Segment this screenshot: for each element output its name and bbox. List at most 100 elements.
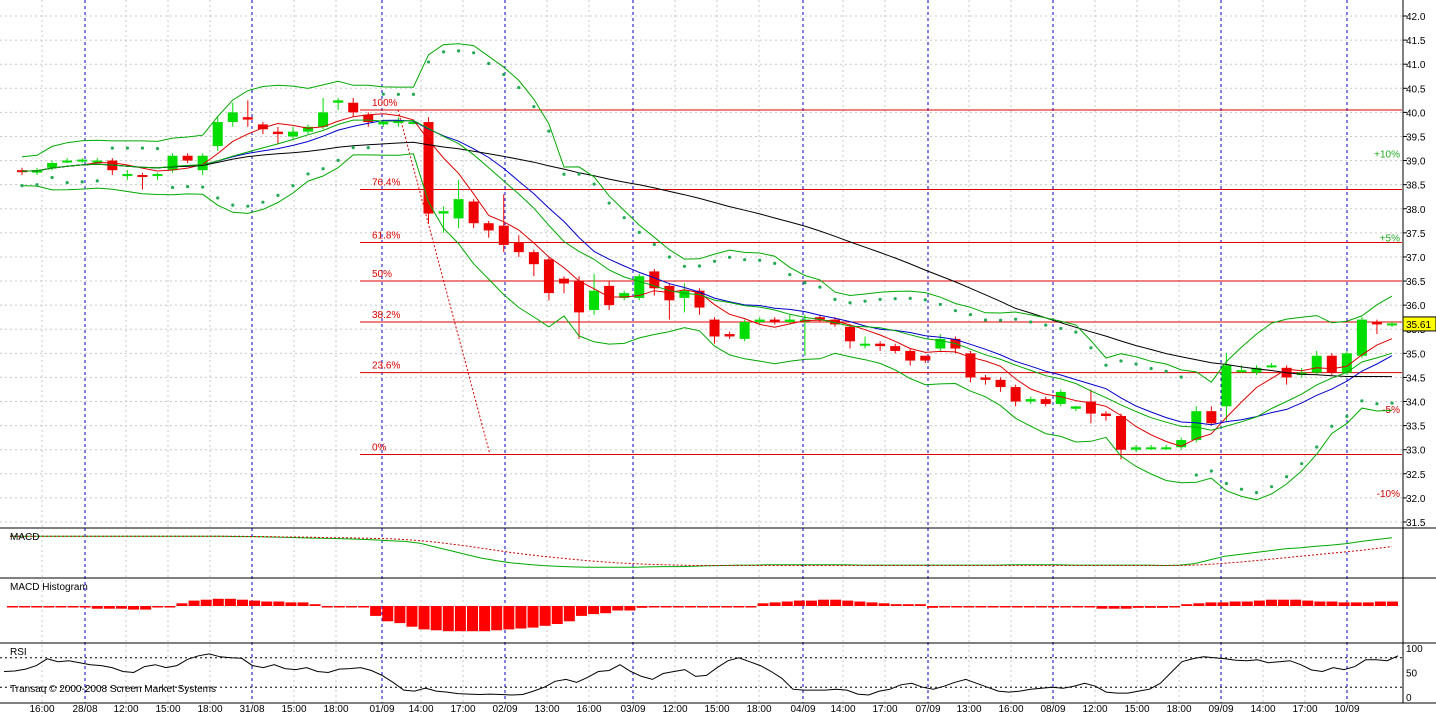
bearish-candle (182, 155, 193, 161)
histogram-bar (19, 606, 31, 608)
histogram-bar (939, 606, 951, 608)
time-tick-label: 09/09 (1208, 704, 1233, 715)
price-tick-label: 37.5 (1406, 229, 1426, 240)
bullish-candle (1221, 365, 1232, 407)
parabolic-sar-dot (562, 172, 566, 176)
time-tick-label: 12:00 (113, 704, 138, 715)
price-tick-label: 41.0 (1406, 60, 1426, 71)
parabolic-sar-dot (125, 146, 129, 150)
histogram-bar (927, 606, 938, 608)
bearish-candle (242, 117, 253, 120)
bearish-candle (965, 353, 976, 378)
parabolic-sar-dot (1390, 401, 1394, 405)
parabolic-sar-dot (517, 86, 521, 90)
histogram-bar (1096, 606, 1108, 609)
histogram-bar (1120, 606, 1132, 609)
histogram-bar (91, 606, 103, 609)
time-tick-label: 31/08 (239, 704, 264, 715)
price-tick-label: 33.5 (1406, 422, 1426, 433)
histogram-bar (793, 600, 805, 606)
parabolic-sar-dot (1330, 424, 1334, 428)
bullish-candle (1161, 447, 1172, 450)
parabolic-sar-dot (773, 261, 777, 266)
bearish-candle (980, 377, 991, 380)
parabolic-sar-dot (1285, 475, 1289, 479)
price-tick-label: 36.5 (1406, 277, 1426, 288)
bearish-candle (137, 175, 148, 178)
bearish-candle (995, 379, 1006, 388)
histogram-bar (1048, 606, 1060, 608)
parabolic-sar-dot (1209, 469, 1213, 473)
histogram-bar (987, 606, 999, 608)
parabolic-sar-dot (923, 298, 927, 302)
parabolic-sar-dot (1360, 399, 1364, 403)
time-tick-label: 17:00 (1292, 704, 1317, 715)
parabolic-sar-dot (276, 193, 280, 197)
parabolic-sar-dot (998, 318, 1003, 322)
bullish-candle (92, 160, 103, 163)
parabolic-sar-dot (592, 182, 596, 186)
histogram-bar (1144, 606, 1156, 608)
parabolic-sar-dot (652, 242, 656, 247)
bearish-candle (1040, 399, 1051, 404)
parabolic-sar-dot (833, 297, 837, 301)
fibonacci-trend-line (397, 109, 491, 455)
bearish-candle (1206, 411, 1217, 424)
histogram-bar (951, 606, 963, 608)
histogram-bar (660, 606, 672, 608)
histogram-bar (878, 603, 890, 606)
parabolic-sar-dot (155, 147, 160, 151)
bullish-candle (739, 322, 750, 339)
time-tick-label: 02/09 (492, 704, 517, 715)
histogram-bar (1326, 601, 1338, 606)
bearish-candle (1100, 413, 1111, 416)
parabolic-sar-dot (1194, 473, 1198, 477)
parabolic-sar-dot (788, 273, 792, 277)
rsi-panel-title: RSI (10, 647, 27, 658)
parabolic-sar-dot (321, 167, 325, 171)
bearish-candle (272, 131, 283, 135)
bullish-candle (122, 174, 133, 177)
histogram-bar (224, 598, 236, 606)
histogram-bar (818, 599, 830, 606)
bearish-candle (890, 346, 901, 351)
parabolic-sar-dot (426, 60, 431, 64)
parabolic-sar-dot (351, 146, 355, 150)
histogram-bar (1132, 606, 1144, 608)
histogram-bar (648, 606, 660, 608)
histogram-bar (479, 606, 491, 632)
price-tick-label: 36.0 (1406, 301, 1426, 312)
price-tick-label: 41.5 (1406, 36, 1426, 47)
histogram-bar (103, 606, 115, 609)
fibonacci-level-label: 23.6% (372, 361, 400, 372)
parabolic-sar-dot (472, 51, 476, 55)
parabolic-sar-dot (637, 230, 641, 234)
histogram-bar (115, 606, 127, 609)
time-tick-label: 17:00 (450, 704, 475, 715)
histogram-bar (721, 606, 733, 608)
bearish-candle (920, 355, 931, 361)
bullish-candle (303, 126, 314, 132)
parabolic-sar-dot (983, 318, 988, 322)
histogram-bar (1108, 606, 1120, 609)
histogram-bar (406, 606, 418, 627)
copyright-text: Transaq © 2000-2008 Screen Market System… (10, 684, 216, 695)
histogram-bar (1205, 602, 1217, 606)
histogram-bar (43, 606, 55, 608)
rsi-tick-label: 0 (1406, 693, 1412, 704)
bullish-candle (1070, 406, 1081, 409)
histogram-bar (67, 606, 79, 608)
bearish-candle (1116, 415, 1127, 450)
histogram-bar (624, 606, 636, 611)
bearish-candle (17, 170, 27, 173)
time-tick-label: 14:00 (408, 704, 433, 715)
bearish-candle (649, 271, 660, 289)
histogram-bar (757, 603, 769, 606)
histogram-bar (200, 599, 212, 606)
parabolic-sar-dot (231, 203, 235, 207)
parabolic-sar-dot (697, 264, 702, 268)
bullish-candle (77, 159, 88, 162)
last-price-box (1402, 316, 1436, 332)
bollinger-mid-line (21, 119, 1393, 431)
